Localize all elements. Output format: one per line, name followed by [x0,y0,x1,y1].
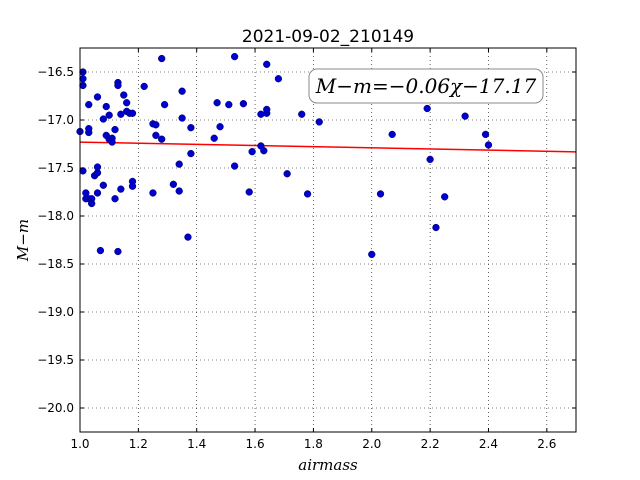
data-point [158,54,166,63]
data-point [82,189,90,197]
data-point [152,121,160,129]
data-point [169,180,178,188]
data-point [117,110,125,118]
x-axis-ticks: 1.0 1.2 1.4 1.6 1.8 2.0 2.2 2.4 2.6 [70,48,556,451]
data-point [230,52,239,61]
data-point [432,223,440,232]
data-point [178,87,186,95]
data-point [184,233,192,241]
data-point [96,246,105,255]
data-point [140,82,148,91]
plot-background [80,48,576,432]
x-tick-label: 1.4 [187,437,206,451]
data-point [263,105,271,114]
data-point [117,185,125,193]
data-point [152,131,160,140]
data-point [93,189,102,197]
data-point [245,188,253,196]
x-tick-label: 1.6 [246,437,265,451]
data-point [120,91,128,99]
data-point [263,60,271,68]
data-point [102,102,110,111]
data-point [175,187,183,195]
data-point [368,250,376,259]
x-tick-label: 2.2 [421,437,440,451]
data-point [481,130,490,139]
data-points [76,52,493,259]
fit-equation-box: M−m=−0.06χ−17.17 [308,68,544,104]
data-point [239,100,248,108]
data-point [187,124,195,132]
data-point [178,114,186,122]
data-point [88,199,96,208]
y-tick-label: −16.5 [37,65,74,79]
data-point [158,135,166,143]
fit-line [79,141,577,153]
x-tick-label: 1.0 [70,437,89,451]
y-tick-label: −18.5 [37,257,74,271]
data-point [93,93,102,101]
data-point [461,112,469,120]
data-point [213,99,221,107]
fit-equation-label: M−m=−0.06χ−17.17 [315,74,537,98]
y-tick-label: −18.0 [37,209,74,223]
data-point [114,247,122,256]
y-tick-label: −17.0 [37,113,74,127]
data-point [93,163,102,171]
data-point [441,193,449,201]
x-tick-label: 2.0 [362,437,381,451]
data-point [248,148,256,156]
data-point [426,155,434,164]
fit-line-group [79,141,577,153]
y-tick-label: −19.0 [37,305,74,319]
y-tick-label: −20.0 [37,401,74,415]
x-tick-label: 1.2 [129,437,148,451]
data-point [111,125,119,134]
chart-title: 2021-09-02_210149 [242,27,414,47]
data-point [484,141,493,149]
y-axis-ticks: −16.5 −17.0 −17.5 −18.0 −18.5 −19.0 −19.5 −20.0 [37,65,576,415]
data-point [230,162,239,170]
data-point [128,182,137,190]
data-point [108,138,116,146]
data-point [99,181,107,189]
data-point [216,123,224,131]
data-point [303,190,312,198]
y-axis-label: M−m [14,219,32,262]
data-point [187,149,195,158]
plot-frame [79,47,577,433]
y-tick-label: −19.5 [37,353,74,367]
data-point [315,118,323,126]
data-point [114,81,122,90]
data-point [160,100,169,109]
x-tick-label: 2.4 [479,437,498,451]
data-point [274,75,283,83]
data-point [149,189,157,197]
x-axis-label: airmass [298,456,358,474]
x-tick-label: 2.6 [537,437,556,451]
data-point [260,147,268,155]
data-point [388,130,396,139]
data-point [111,195,119,203]
data-point [423,104,431,113]
data-point [99,115,107,123]
data-point [175,160,183,168]
data-point [79,75,87,83]
x-tick-label: 1.8 [304,437,323,451]
data-point [298,110,306,118]
data-point [123,99,131,107]
fit-equation-frame [308,68,544,104]
data-point [105,111,113,119]
data-point [128,109,137,117]
y-tick-label: −17.5 [37,161,74,175]
data-point [225,100,233,109]
data-point [210,134,218,142]
data-point [85,100,93,109]
data-point [79,167,87,175]
data-point [85,124,93,133]
data-point [79,81,87,90]
data-point [283,170,291,178]
data-point [376,190,385,198]
